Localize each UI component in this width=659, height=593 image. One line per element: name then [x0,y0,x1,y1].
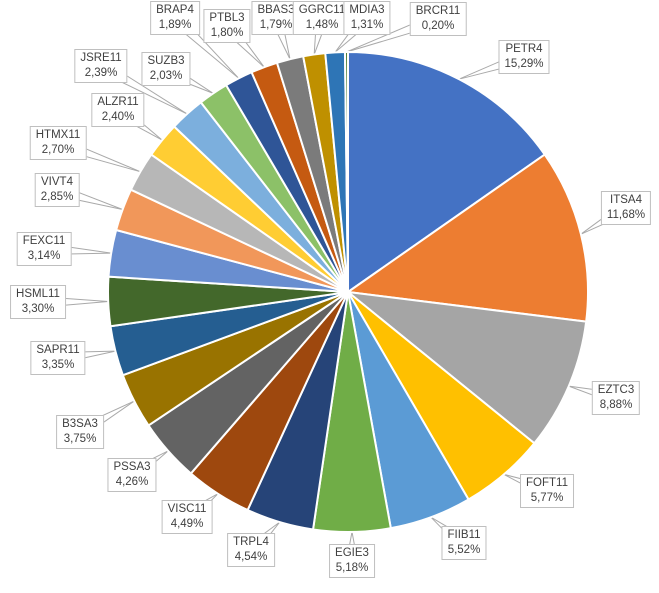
data-label-ALZR11: ALZR11 2,40% [91,93,145,127]
label-percent: 3,30% [21,303,55,315]
label-percent: 8,88% [599,399,633,411]
label-percent: 2,39% [84,67,118,79]
data-label-SUZB3: SUZB3 2,03% [141,52,191,86]
label-ticker: BRAP4 [156,4,194,16]
pie-slice-BRCR11[interactable] [343,51,349,293]
label-percent: 2,70% [41,144,75,156]
label-percent: 2,40% [101,111,135,123]
label-percent: 3,35% [41,359,75,371]
label-percent: 3,14% [27,250,61,262]
label-ticker: MDIA3 [349,4,385,16]
label-ticker: HTMX11 [35,129,81,141]
data-label-HTMX11: HTMX11 2,70% [29,126,87,160]
label-percent: 4,49% [170,518,204,530]
label-ticker: EZTC3 [597,384,635,396]
data-label-B3SA3: B3SA3 3,75% [56,415,104,449]
label-percent: 4,26% [115,476,149,488]
label-ticker: JSRE11 [80,52,122,64]
label-ticker: VIVT4 [41,176,73,188]
data-label-EGIE3: EGIE3 5,18% [329,544,375,578]
label-percent: 1,80% [210,27,244,39]
data-label-GGRC11: GGRC11 1,48% [292,1,352,35]
label-ticker: EGIE3 [335,547,369,559]
label-ticker: FIIB11 [447,529,481,541]
label-percent: 15,29% [504,58,544,70]
label-ticker: BBAS3 [257,4,295,16]
label-ticker: TRPL4 [233,536,269,548]
pie-slice-PETR4[interactable] [347,51,546,293]
label-ticker: PSSA3 [113,461,151,473]
label-percent: 2,03% [149,70,183,82]
data-label-BRAP4: BRAP4 1,89% [150,1,200,35]
label-percent: 1,48% [305,19,339,31]
label-percent: 4,54% [234,551,268,563]
data-label-BRCR11: BRCR11 0,20% [409,2,467,36]
data-label-FOFT11: FOFT11 5,77% [520,474,574,508]
label-ticker: VISC11 [167,503,207,515]
label-percent: 1,31% [350,19,384,31]
label-ticker: BRCR11 [415,5,461,17]
label-ticker: GGRC11 [298,4,346,16]
pie-slice-ITSA4[interactable] [347,153,589,323]
label-ticker: ALZR11 [97,96,139,108]
data-label-VISC11: VISC11 4,49% [161,500,213,534]
label-percent: 2,85% [40,191,74,203]
data-label-SAPR11: SAPR11 3,35% [30,341,86,375]
data-label-PSSA3: PSSA3 4,26% [107,458,157,492]
data-label-TRPL4: TRPL4 4,54% [227,533,275,567]
label-percent: 5,18% [335,562,369,574]
label-percent: 11,68% [606,209,646,221]
label-percent: 1,89% [158,19,192,31]
data-label-FEXC11: FEXC11 3,14% [16,232,72,266]
label-ticker: FEXC11 [22,235,66,247]
label-ticker: FOFT11 [526,477,568,489]
data-label-PTBL3: PTBL3 1,80% [203,9,251,43]
data-label-BBAS3: BBAS3 1,79% [251,1,301,35]
label-ticker: ITSA4 [610,194,642,206]
label-ticker: B3SA3 [62,418,98,430]
label-percent: 1,79% [259,19,293,31]
data-label-VIVT4: VIVT4 2,85% [34,173,80,207]
label-ticker: SUZB3 [147,55,185,67]
label-percent: 5,52% [447,544,481,556]
data-label-ITSA4: ITSA4 11,68% [600,191,652,225]
label-ticker: PTBL3 [209,12,245,24]
label-ticker: SAPR11 [36,344,80,356]
label-ticker: HSML11 [16,288,60,300]
pie-slices-group [107,51,589,533]
label-percent: 0,20% [421,20,455,32]
pie-slice-EZTC3[interactable] [347,291,588,445]
label-percent: 5,77% [530,492,564,504]
label-percent: 3,75% [63,433,97,445]
data-label-JSRE11: JSRE11 2,39% [74,49,128,83]
data-label-EZTC3: EZTC3 8,88% [591,381,641,415]
data-label-PETR4: PETR4 15,29% [498,40,550,74]
data-label-FIIB11: FIIB11 5,52% [441,526,487,560]
label-ticker: PETR4 [505,43,543,55]
data-label-HSML11: HSML11 3,30% [10,285,66,319]
data-label-MDIA3: MDIA3 1,31% [343,1,391,35]
